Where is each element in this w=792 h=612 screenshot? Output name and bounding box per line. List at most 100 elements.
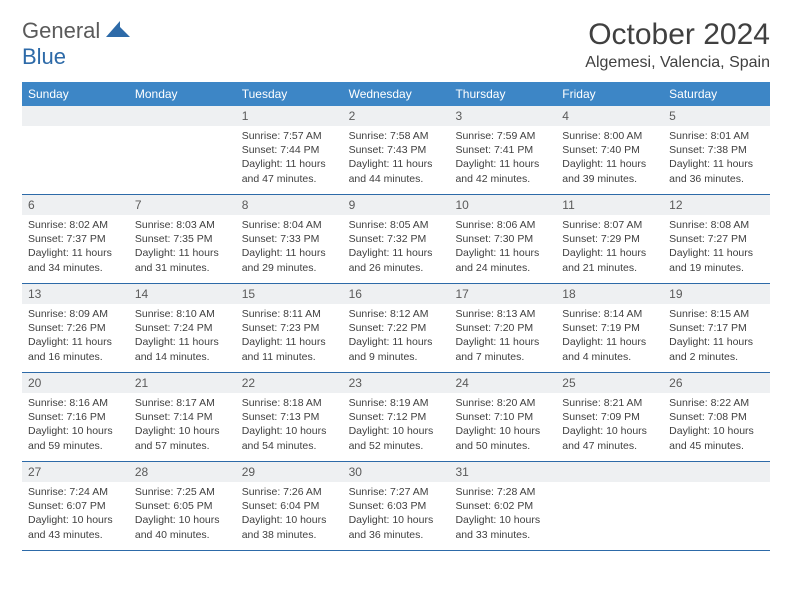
day-details: Sunrise: 8:16 AMSunset: 7:16 PMDaylight:… [22,393,129,458]
day-cell-7: 7Sunrise: 8:03 AMSunset: 7:35 PMDaylight… [129,195,236,283]
day-details: Sunrise: 7:57 AMSunset: 7:44 PMDaylight:… [236,126,343,191]
day-number [556,462,663,482]
weeks-container: 1Sunrise: 7:57 AMSunset: 7:44 PMDaylight… [22,106,770,551]
weekday-wednesday: Wednesday [343,82,450,106]
day-number [663,462,770,482]
day-number: 12 [663,195,770,215]
day-details: Sunrise: 8:22 AMSunset: 7:08 PMDaylight:… [663,393,770,458]
day-cell-23: 23Sunrise: 8:19 AMSunset: 7:12 PMDayligh… [343,373,450,461]
day-details: Sunrise: 8:12 AMSunset: 7:22 PMDaylight:… [343,304,450,369]
day-cell-15: 15Sunrise: 8:11 AMSunset: 7:23 PMDayligh… [236,284,343,372]
day-cell-25: 25Sunrise: 8:21 AMSunset: 7:09 PMDayligh… [556,373,663,461]
brand-triangle-icon [106,21,132,44]
day-cell-empty [22,106,129,194]
day-cell-empty [556,462,663,550]
day-details: Sunrise: 7:59 AMSunset: 7:41 PMDaylight:… [449,126,556,191]
day-details: Sunrise: 8:15 AMSunset: 7:17 PMDaylight:… [663,304,770,369]
day-details: Sunrise: 8:14 AMSunset: 7:19 PMDaylight:… [556,304,663,369]
weekday-saturday: Saturday [663,82,770,106]
day-cell-20: 20Sunrise: 8:16 AMSunset: 7:16 PMDayligh… [22,373,129,461]
day-number: 11 [556,195,663,215]
day-cell-9: 9Sunrise: 8:05 AMSunset: 7:32 PMDaylight… [343,195,450,283]
day-number: 28 [129,462,236,482]
day-cell-17: 17Sunrise: 8:13 AMSunset: 7:20 PMDayligh… [449,284,556,372]
day-number: 16 [343,284,450,304]
day-number: 2 [343,106,450,126]
day-details: Sunrise: 7:24 AMSunset: 6:07 PMDaylight:… [22,482,129,547]
day-number: 7 [129,195,236,215]
day-cell-16: 16Sunrise: 8:12 AMSunset: 7:22 PMDayligh… [343,284,450,372]
day-cell-11: 11Sunrise: 8:07 AMSunset: 7:29 PMDayligh… [556,195,663,283]
calendar: SundayMondayTuesdayWednesdayThursdayFrid… [22,82,770,551]
day-details: Sunrise: 8:03 AMSunset: 7:35 PMDaylight:… [129,215,236,280]
day-details: Sunrise: 8:17 AMSunset: 7:14 PMDaylight:… [129,393,236,458]
day-number: 18 [556,284,663,304]
day-number: 10 [449,195,556,215]
day-cell-24: 24Sunrise: 8:20 AMSunset: 7:10 PMDayligh… [449,373,556,461]
day-cell-22: 22Sunrise: 8:18 AMSunset: 7:13 PMDayligh… [236,373,343,461]
day-number: 24 [449,373,556,393]
day-number: 22 [236,373,343,393]
day-details: Sunrise: 8:11 AMSunset: 7:23 PMDaylight:… [236,304,343,369]
day-cell-5: 5Sunrise: 8:01 AMSunset: 7:38 PMDaylight… [663,106,770,194]
week-row: 20Sunrise: 8:16 AMSunset: 7:16 PMDayligh… [22,373,770,462]
day-number: 4 [556,106,663,126]
header: General October 2024 Algemesi, Valencia,… [22,18,770,72]
weekday-tuesday: Tuesday [236,82,343,106]
day-details: Sunrise: 7:27 AMSunset: 6:03 PMDaylight:… [343,482,450,547]
day-cell-30: 30Sunrise: 7:27 AMSunset: 6:03 PMDayligh… [343,462,450,550]
day-number: 13 [22,284,129,304]
day-details: Sunrise: 8:21 AMSunset: 7:09 PMDaylight:… [556,393,663,458]
day-details: Sunrise: 8:06 AMSunset: 7:30 PMDaylight:… [449,215,556,280]
brand-part2: Blue [22,44,66,69]
day-number: 26 [663,373,770,393]
day-number: 9 [343,195,450,215]
day-cell-2: 2Sunrise: 7:58 AMSunset: 7:43 PMDaylight… [343,106,450,194]
day-details: Sunrise: 8:01 AMSunset: 7:38 PMDaylight:… [663,126,770,191]
weekday-sunday: Sunday [22,82,129,106]
day-cell-27: 27Sunrise: 7:24 AMSunset: 6:07 PMDayligh… [22,462,129,550]
day-cell-3: 3Sunrise: 7:59 AMSunset: 7:41 PMDaylight… [449,106,556,194]
day-cell-8: 8Sunrise: 8:04 AMSunset: 7:33 PMDaylight… [236,195,343,283]
day-cell-empty [663,462,770,550]
day-number: 19 [663,284,770,304]
brand-part1: General [22,18,100,44]
day-number: 23 [343,373,450,393]
day-details: Sunrise: 8:00 AMSunset: 7:40 PMDaylight:… [556,126,663,191]
day-details: Sunrise: 8:20 AMSunset: 7:10 PMDaylight:… [449,393,556,458]
day-cell-13: 13Sunrise: 8:09 AMSunset: 7:26 PMDayligh… [22,284,129,372]
day-details: Sunrise: 7:26 AMSunset: 6:04 PMDaylight:… [236,482,343,547]
day-number: 29 [236,462,343,482]
day-details: Sunrise: 8:07 AMSunset: 7:29 PMDaylight:… [556,215,663,280]
day-cell-19: 19Sunrise: 8:15 AMSunset: 7:17 PMDayligh… [663,284,770,372]
week-row: 1Sunrise: 7:57 AMSunset: 7:44 PMDaylight… [22,106,770,195]
day-number: 25 [556,373,663,393]
day-number: 6 [22,195,129,215]
day-number: 20 [22,373,129,393]
day-number [22,106,129,126]
day-number: 3 [449,106,556,126]
day-details: Sunrise: 8:09 AMSunset: 7:26 PMDaylight:… [22,304,129,369]
day-details: Sunrise: 8:08 AMSunset: 7:27 PMDaylight:… [663,215,770,280]
day-details: Sunrise: 7:28 AMSunset: 6:02 PMDaylight:… [449,482,556,547]
day-number [129,106,236,126]
week-row: 6Sunrise: 8:02 AMSunset: 7:37 PMDaylight… [22,195,770,284]
day-cell-12: 12Sunrise: 8:08 AMSunset: 7:27 PMDayligh… [663,195,770,283]
day-details: Sunrise: 8:02 AMSunset: 7:37 PMDaylight:… [22,215,129,280]
day-cell-6: 6Sunrise: 8:02 AMSunset: 7:37 PMDaylight… [22,195,129,283]
day-cell-21: 21Sunrise: 8:17 AMSunset: 7:14 PMDayligh… [129,373,236,461]
weekday-thursday: Thursday [449,82,556,106]
day-number: 1 [236,106,343,126]
day-details: Sunrise: 7:58 AMSunset: 7:43 PMDaylight:… [343,126,450,191]
day-cell-4: 4Sunrise: 8:00 AMSunset: 7:40 PMDaylight… [556,106,663,194]
day-details: Sunrise: 8:18 AMSunset: 7:13 PMDaylight:… [236,393,343,458]
day-details: Sunrise: 8:19 AMSunset: 7:12 PMDaylight:… [343,393,450,458]
day-cell-31: 31Sunrise: 7:28 AMSunset: 6:02 PMDayligh… [449,462,556,550]
location-text: Algemesi, Valencia, Spain [585,54,770,72]
day-number: 17 [449,284,556,304]
day-number: 21 [129,373,236,393]
day-details: Sunrise: 8:04 AMSunset: 7:33 PMDaylight:… [236,215,343,280]
day-number: 8 [236,195,343,215]
month-title: October 2024 [585,18,770,52]
weekday-monday: Monday [129,82,236,106]
